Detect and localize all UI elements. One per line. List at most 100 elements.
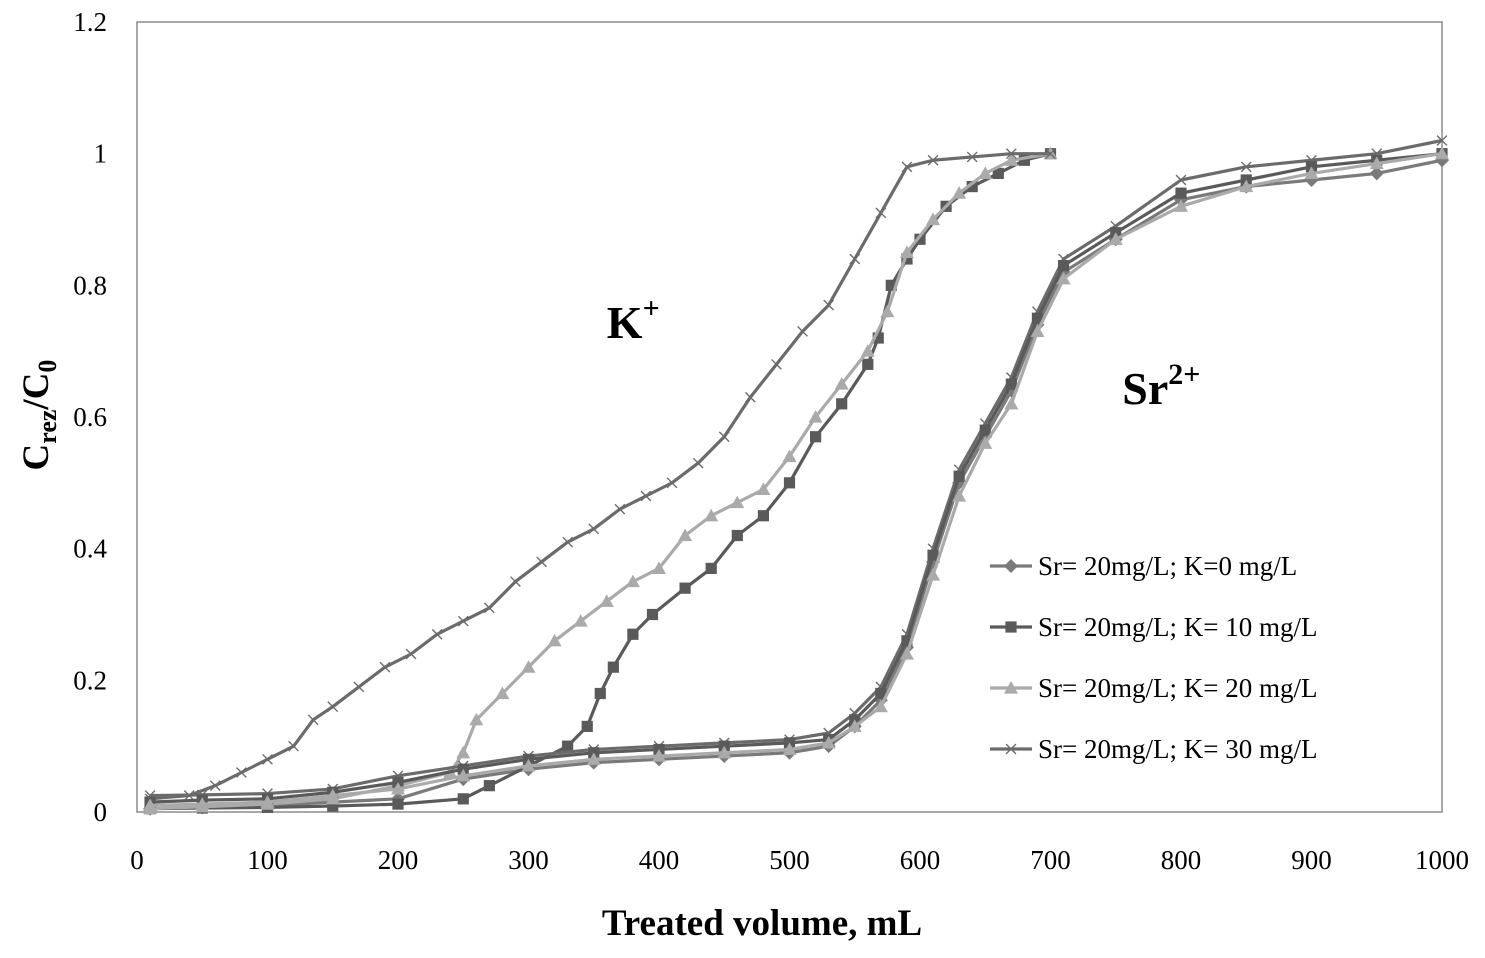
data-point xyxy=(588,523,600,535)
data-point xyxy=(562,740,574,752)
series-line xyxy=(149,152,1051,801)
data-point xyxy=(260,795,275,808)
y-tick-label: 0.8 xyxy=(73,270,107,300)
data-point xyxy=(756,482,771,496)
data-point xyxy=(457,615,469,627)
data-point xyxy=(456,768,471,782)
y-tick-label: 0 xyxy=(94,797,108,827)
data-point xyxy=(782,742,797,756)
data-point xyxy=(880,304,895,318)
data-point xyxy=(678,528,693,542)
data-point xyxy=(391,781,405,795)
data-point xyxy=(1004,396,1019,410)
data-point xyxy=(1005,378,1017,390)
x-tick-label: 700 xyxy=(1030,845,1071,875)
data-point xyxy=(731,529,743,542)
data-point xyxy=(652,749,666,762)
data-point xyxy=(926,568,941,581)
data-point xyxy=(353,681,365,693)
data-point xyxy=(757,510,769,522)
x-tick-label: 800 xyxy=(1161,845,1202,875)
data-point xyxy=(586,752,601,765)
data-point xyxy=(782,449,797,463)
data-point xyxy=(978,436,993,449)
data-point xyxy=(236,767,247,778)
x-tick-label: 0 xyxy=(130,845,144,875)
data-point xyxy=(1175,174,1187,186)
data-point xyxy=(810,431,822,443)
y-tick-label: 1 xyxy=(94,139,108,169)
data-point xyxy=(1174,199,1188,212)
data-point xyxy=(594,687,606,700)
data-point xyxy=(1045,148,1056,160)
data-point xyxy=(704,508,719,522)
data-point xyxy=(1056,271,1071,285)
data-point xyxy=(288,740,299,752)
data-point xyxy=(1436,135,1448,146)
x-tick-labels: 0 100 200 300 400 500 600 700 800 900 1000 xyxy=(130,845,1469,875)
data-point xyxy=(692,457,704,469)
data-point xyxy=(771,358,782,370)
data-point xyxy=(625,574,640,588)
data-point xyxy=(143,798,158,812)
data-point xyxy=(875,687,887,700)
data-point xyxy=(927,154,939,166)
y-axis-title-sub1: rez xyxy=(33,410,62,444)
data-point xyxy=(705,562,717,575)
data-point xyxy=(718,431,730,443)
data-point xyxy=(495,686,510,700)
legend-item: Sr= 20mg/L; K= 30 mg/L xyxy=(990,734,1317,764)
data-point xyxy=(1240,161,1252,173)
legend: Sr= 20mg/L; K=0 mg/L Sr= 20mg/L; K= 10 mg… xyxy=(990,551,1317,764)
data-point xyxy=(992,167,1004,180)
y-axis-title-main: C xyxy=(16,444,57,471)
data-point xyxy=(1369,166,1384,181)
data-point xyxy=(652,561,666,575)
data-point xyxy=(899,647,914,660)
data-point xyxy=(521,758,536,772)
x-tick-label: 300 xyxy=(508,845,549,875)
data-point xyxy=(966,180,978,193)
data-point xyxy=(1304,166,1319,180)
data-point xyxy=(847,719,862,733)
data-point xyxy=(1057,259,1070,272)
y-tick-label: 1.2 xyxy=(73,7,107,37)
data-point xyxy=(927,549,939,561)
data-point xyxy=(405,648,417,660)
data-point xyxy=(646,608,659,621)
y-axis-title-sub2: 0 xyxy=(33,360,62,373)
data-point xyxy=(926,212,941,226)
data-point xyxy=(614,503,626,515)
data-point xyxy=(325,788,340,802)
data-point xyxy=(862,358,874,370)
legend-label: Sr= 20mg/L; K= 10 mg/L xyxy=(1038,612,1317,642)
data-point xyxy=(914,233,926,245)
series-annotation: Sr2+ xyxy=(1122,358,1200,414)
data-point xyxy=(978,166,993,180)
data-point xyxy=(607,661,619,673)
y-tick-label: 0.6 xyxy=(73,402,107,432)
annotation-base: Sr xyxy=(1122,363,1168,414)
data-point xyxy=(1108,232,1123,245)
data-point xyxy=(666,477,678,489)
data-point xyxy=(849,253,861,265)
data-point xyxy=(573,614,588,627)
data-point xyxy=(327,800,339,812)
data-point xyxy=(392,798,404,810)
data-point xyxy=(262,753,273,765)
data-point xyxy=(536,556,547,568)
x-tick-label: 400 xyxy=(639,845,680,875)
legend-label: Sr= 20mg/L; K=0 mg/L xyxy=(1038,551,1297,581)
data-point xyxy=(547,633,562,647)
y-tick-label: 0.4 xyxy=(73,534,107,564)
x-tick-label: 200 xyxy=(378,845,419,875)
data-point xyxy=(195,797,210,810)
x-tick-label: 900 xyxy=(1291,845,1332,875)
data-point xyxy=(307,714,319,726)
x-axis-title: Treated volume, mL xyxy=(602,903,922,944)
data-point xyxy=(599,594,614,607)
data-point xyxy=(821,735,836,749)
data-point xyxy=(431,628,443,640)
